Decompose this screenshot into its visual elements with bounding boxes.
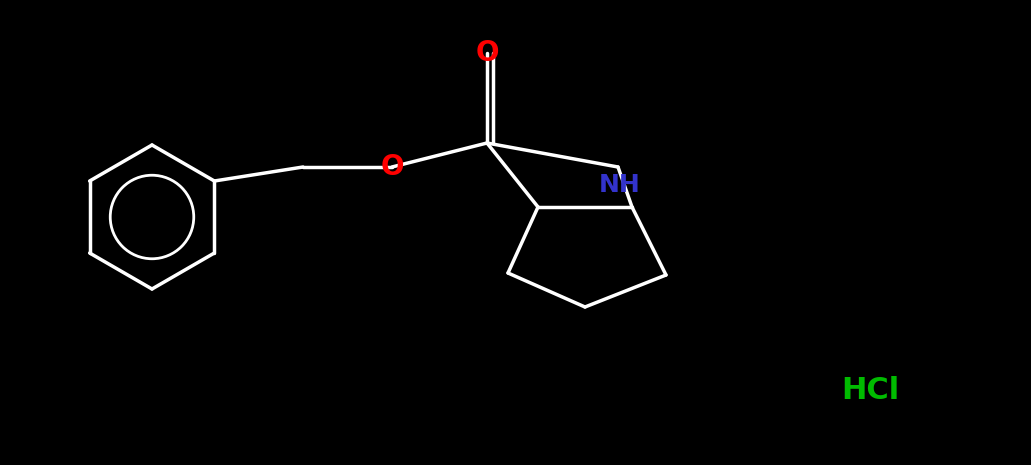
Text: HCl: HCl (841, 376, 899, 405)
Text: O: O (475, 39, 499, 67)
Text: O: O (380, 153, 404, 181)
Text: NH: NH (599, 173, 641, 197)
